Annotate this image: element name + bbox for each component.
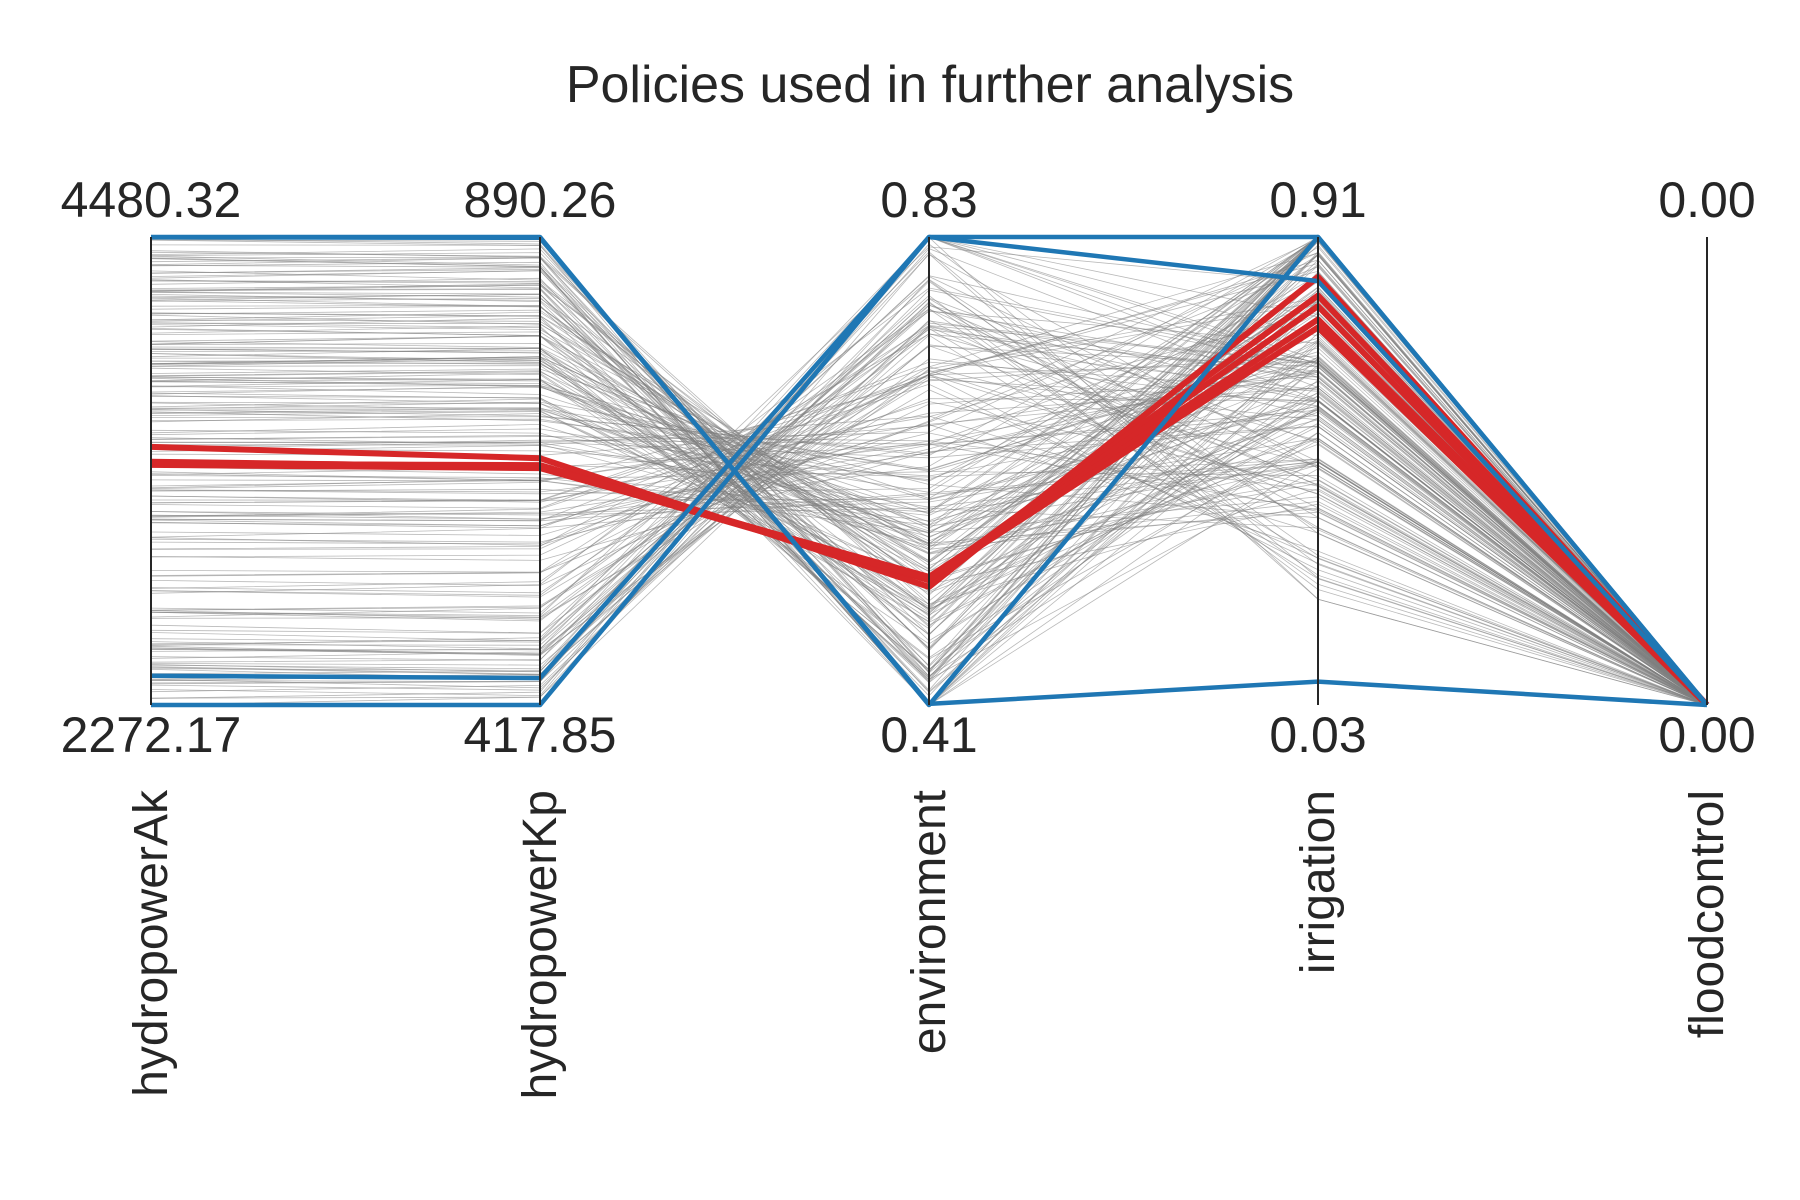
axis-min-label-irrigation: 0.03 xyxy=(1269,707,1366,763)
axis-min-label-environment: 0.41 xyxy=(880,707,977,763)
axis-name-floodcontrol: floodcontrol xyxy=(1681,790,1734,1038)
chart-title: Policies used in further analysis xyxy=(566,56,1294,114)
axis-name-environment: environment xyxy=(903,790,956,1054)
axis-max-label-floodcontrol: 0.00 xyxy=(1658,172,1755,228)
axis-min-label-hydropowerKp: 417.85 xyxy=(464,707,617,763)
axis-max-label-hydropowerAk: 4480.32 xyxy=(61,172,242,228)
axis-max-label-irrigation: 0.91 xyxy=(1269,172,1366,228)
axis-name-hydropowerAk: hydropowerAk xyxy=(125,789,178,1097)
axis-max-label-environment: 0.83 xyxy=(880,172,977,228)
axis-max-label-hydropowerKp: 890.26 xyxy=(464,172,617,228)
axis-name-hydropowerKp: hydropowerKp xyxy=(514,790,567,1100)
axes: 4480.32 2272.17 hydropowerAk 890.26 417.85 hy… xyxy=(61,172,1756,1100)
axis-min-label-floodcontrol: 0.00 xyxy=(1658,707,1755,763)
axis-min-label-hydropowerAk: 2272.17 xyxy=(61,707,242,763)
axis-name-irrigation: irrigation xyxy=(1292,790,1345,974)
